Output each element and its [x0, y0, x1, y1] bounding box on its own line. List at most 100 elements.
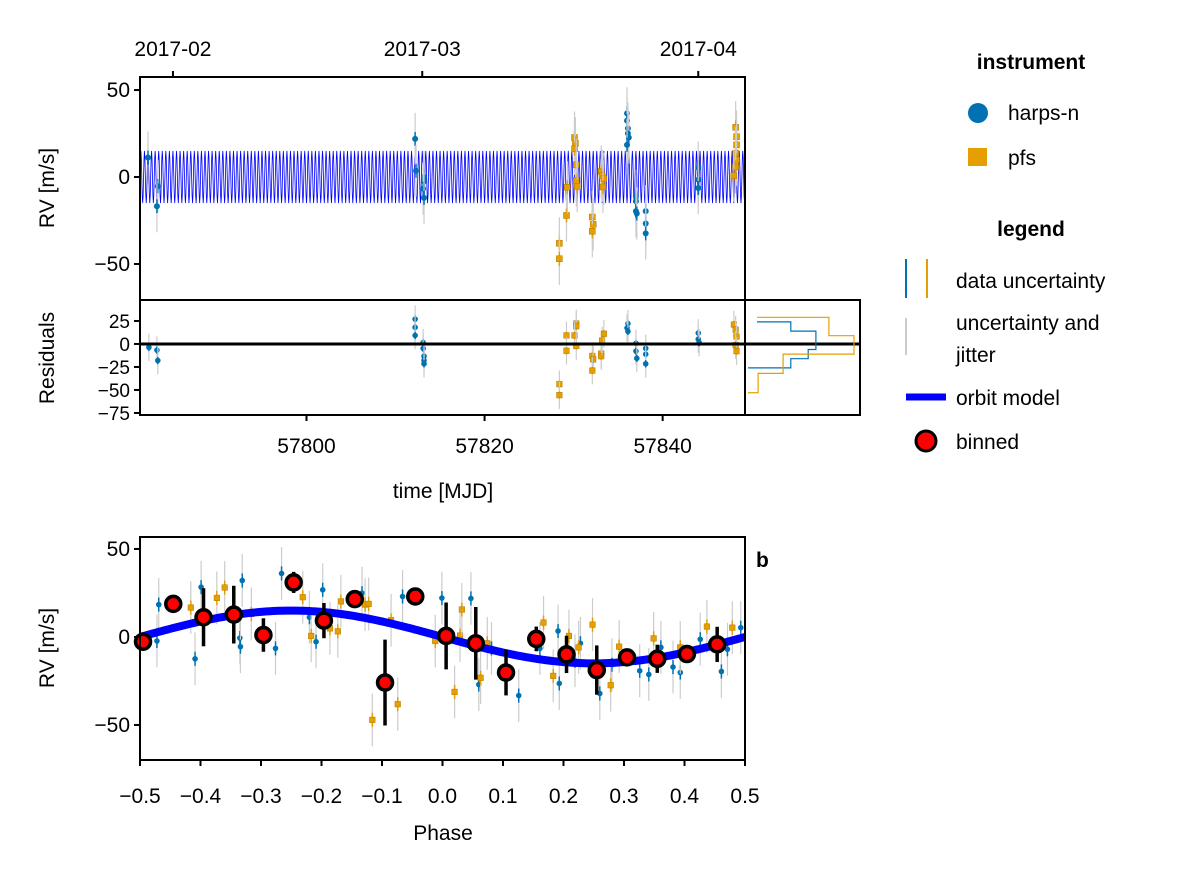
pfs-point: [563, 347, 570, 354]
date-tick-label: 2017-04: [660, 38, 737, 61]
pfs-point: [616, 643, 623, 650]
legend-jitter-label-line1: uncertainty and: [956, 312, 1100, 335]
x-tick-label: 0.3: [609, 785, 638, 808]
pfs-point: [607, 682, 614, 689]
residuals-frame: [139, 299, 746, 416]
pfs-histogram: [747, 316, 855, 394]
pfs-point: [563, 212, 570, 219]
x-tick-label: 57800: [277, 435, 335, 458]
harps-n-point: [145, 154, 152, 161]
legend-orbit-model-label: orbit model: [956, 387, 1060, 410]
residuals-panel: 250−25−50−75 57800 57820 57840: [98, 299, 860, 458]
y-tick-label: −50: [98, 381, 130, 402]
harps-n-point: [413, 167, 420, 174]
harps-n-point: [237, 635, 243, 641]
pfs-point: [729, 624, 736, 631]
legend-harps-n-label: harps-n: [1008, 102, 1079, 125]
binned-point: [436, 626, 456, 646]
pfs-point: [573, 177, 580, 184]
x-tick-label: −0.5: [119, 785, 160, 808]
timeseries-panel: 50 0 −50 2017-02 2017-03 2017-04: [94, 38, 746, 301]
harps-n-histogram: [747, 321, 817, 369]
pfs-point: [369, 716, 376, 723]
pfs-point: [458, 606, 465, 613]
x-tick-label: −0.3: [240, 785, 281, 808]
binned-point: [527, 629, 546, 649]
harps-n-point: [399, 593, 406, 600]
orbit-model-line: [140, 150, 745, 204]
pfs-point: [573, 182, 581, 190]
harps-n-point: [154, 347, 160, 353]
harps-n-point: [278, 570, 285, 577]
residual-histogram-panel: [744, 299, 861, 416]
pfs-point: [575, 644, 582, 651]
residuals-ylabel: Residuals: [36, 312, 59, 404]
y-tick-label: 0: [118, 626, 130, 649]
pfs-point: [598, 353, 605, 360]
pfs-point: [650, 635, 657, 642]
harps-n-point: [146, 344, 152, 351]
x-tick-label: 0.5: [730, 785, 759, 808]
harps-n-point: [439, 595, 445, 601]
harps-n-point: [642, 360, 649, 367]
harps-n-point: [556, 680, 563, 687]
harps-n-point: [237, 643, 244, 650]
binned-point: [375, 673, 395, 692]
pfs-point: [730, 172, 738, 179]
harps-n-point: [625, 328, 631, 335]
panel-label-b: b: [756, 549, 769, 572]
pfs-point: [589, 621, 596, 628]
y-tick-label: 0: [119, 335, 130, 356]
histogram-frame: [744, 299, 861, 416]
x-tick-label: 0.1: [488, 785, 517, 808]
harps-n-point: [192, 655, 198, 662]
harps-n-point: [646, 671, 652, 678]
pfs-point: [733, 348, 740, 355]
harps-n-point: [313, 638, 319, 645]
harps-n-point: [412, 135, 419, 142]
binned-point: [707, 635, 727, 654]
harps-n-point: [155, 601, 162, 608]
pfs-point: [571, 332, 578, 339]
x-tick-label: −0.1: [361, 785, 402, 808]
y-tick-label: 50: [107, 538, 130, 561]
legend-data-uncertainty-label: data uncertainty: [956, 270, 1106, 293]
pfs-point: [573, 323, 580, 330]
binned-point: [406, 587, 425, 606]
harps-n-point: [319, 587, 326, 593]
residuals-xlabel: time [MJD]: [393, 480, 493, 503]
phase-xlabel: Phase: [413, 822, 473, 845]
harps-n-point: [421, 194, 428, 201]
harps-n-point: [154, 638, 160, 644]
legend-binned-marker: [914, 429, 938, 453]
pfs-point: [589, 228, 596, 235]
x-tick-label: 0.0: [428, 785, 457, 808]
harps-n-point: [697, 636, 704, 643]
pfs-point: [334, 628, 341, 635]
binned-point: [648, 649, 667, 669]
pfs-point: [337, 598, 344, 605]
x-tick-label: 0.2: [549, 785, 578, 808]
phase-panel: 50 0 −50 −0.5 −0.4 −0.3 −0.2 −0.1 0.0 0.1 0.2 0.3 0.…: [94, 536, 760, 808]
harps-n-point: [695, 184, 702, 191]
harps-n-point: [724, 646, 731, 653]
phase-frame: [139, 536, 746, 761]
pfs-point: [308, 632, 315, 639]
pfs-point: [365, 600, 372, 607]
y-tick-label: −50: [94, 253, 130, 276]
pfs-point: [556, 255, 563, 263]
pfs-point: [550, 672, 557, 679]
harps-n-point: [634, 355, 640, 362]
binned-point: [345, 589, 365, 609]
binned-point: [254, 625, 273, 645]
harps-n-point: [239, 577, 246, 584]
binned-point: [194, 608, 213, 627]
pfs-point: [556, 392, 563, 399]
pfs-point: [540, 619, 547, 626]
pfs-point: [600, 175, 608, 183]
y-tick-label: 50: [107, 79, 130, 102]
harps-n-point: [642, 230, 649, 237]
harps-n-point: [737, 624, 744, 631]
x-tick-label: −0.2: [301, 785, 342, 808]
